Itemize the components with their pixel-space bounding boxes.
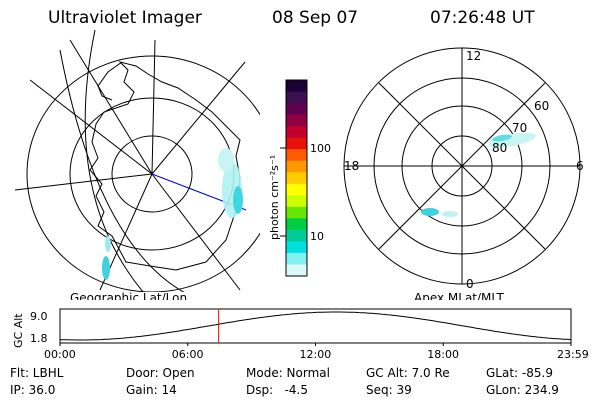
info-filter: Flt: LBHL <box>10 366 64 380</box>
info-ip: IP: 36.0 <box>10 383 56 397</box>
colorbar-band <box>286 264 307 277</box>
mlt-panel-label: Apex MLat/MLT <box>414 291 504 300</box>
colorbar-band <box>286 103 307 116</box>
geo-meridian <box>151 61 246 175</box>
colorbar: 100 10 photon cm⁻²s⁻¹ <box>268 79 331 277</box>
colorbar-band <box>286 160 307 173</box>
time-tick-label: 12:00 <box>300 348 332 361</box>
altitude-tick-9: 9.0 <box>30 310 48 323</box>
colorbar-band <box>286 137 307 150</box>
geo-meridian <box>14 173 153 191</box>
geo-lat-circle <box>111 135 193 213</box>
page-title: Ultraviolet Imager <box>48 8 202 28</box>
altitude-plot: GC Alt 9.0 1.8 00:00 06:00 12:00 18:00 23:59 <box>12 308 589 361</box>
colorbar-band <box>286 252 307 265</box>
info-seq: Seq: 39 <box>366 383 412 397</box>
colorbar-band <box>286 206 307 219</box>
colorbar-band <box>286 114 307 127</box>
colorbar-band <box>286 229 307 242</box>
mlt-lat-label-70: 70 <box>512 121 527 135</box>
mlt-aurora <box>421 132 536 217</box>
colorbar-band <box>286 218 307 231</box>
geo-meridian <box>151 173 241 291</box>
colorbar-band <box>286 126 307 139</box>
colorbar-band <box>286 195 307 208</box>
colorbar-band <box>286 241 307 254</box>
time-tick-label: 18:00 <box>427 348 459 361</box>
info-glon: GLon: 234.9 <box>486 383 559 397</box>
altitude-tick-1-8: 1.8 <box>30 332 48 345</box>
colorbar-tick-10: 10 <box>310 230 324 243</box>
geo-aurora <box>102 148 243 280</box>
colorbar-band <box>286 172 307 185</box>
colorbar-unit-label: photon cm⁻²s⁻¹ <box>268 155 281 240</box>
geo-lat-circle <box>26 55 260 292</box>
geo-meridian <box>151 39 156 175</box>
info-dsp: Dsp: -4.5 <box>246 383 309 397</box>
colorbar-band <box>286 80 307 93</box>
colorbar-tick-100: 100 <box>310 142 331 155</box>
mlt-label-0: 0 <box>466 277 474 291</box>
header-date: 08 Sep 07 <box>272 8 359 28</box>
geo-meridian <box>69 39 153 175</box>
info-glat: GLat: -85.9 <box>486 366 553 380</box>
mlt-label-12: 12 <box>466 49 481 63</box>
altitude-curve <box>59 311 572 341</box>
mlt-label-18: 18 <box>344 159 359 173</box>
altitude-axis-label: GC Alt <box>12 313 25 348</box>
image-panels: 100 10 photon cm⁻²s⁻¹ 12 0 18 6 60 70 80… <box>14 30 584 300</box>
header-time: 07:26:48 UT <box>430 8 535 28</box>
mlt-diagonal-line <box>378 82 546 250</box>
antarctica-coastline <box>89 61 241 271</box>
colorbar-band <box>286 183 307 196</box>
mlt-lat-label-80: 80 <box>492 141 507 155</box>
geo-grid-arc <box>84 30 144 292</box>
info-mode: Mode: Normal <box>246 366 330 380</box>
info-door: Door: Open <box>126 366 195 380</box>
mlt-label-6: 6 <box>576 159 584 173</box>
info-gc-alt: GC Alt: 7.0 Re <box>366 366 450 380</box>
geographic-map <box>14 30 260 292</box>
colorbar-band <box>286 149 307 162</box>
geo-panel-label: Geographic Lat/Lon <box>70 291 187 300</box>
time-tick-label: 00:00 <box>44 348 76 361</box>
time-tick-label: 06:00 <box>172 348 204 361</box>
antarctic-peninsula <box>97 61 123 101</box>
info-gain: Gain: 14 <box>126 383 177 397</box>
geo-meridian <box>29 79 153 175</box>
colorbar-band <box>286 91 307 104</box>
mlt-lat-label-60: 60 <box>534 99 549 113</box>
mlt-polar-map: 12 0 18 6 60 70 80 <box>343 47 584 291</box>
time-tick-label: 23:59 <box>557 348 589 361</box>
geo-grid-arc <box>59 49 185 292</box>
altitude-plot-frame <box>59 308 572 344</box>
